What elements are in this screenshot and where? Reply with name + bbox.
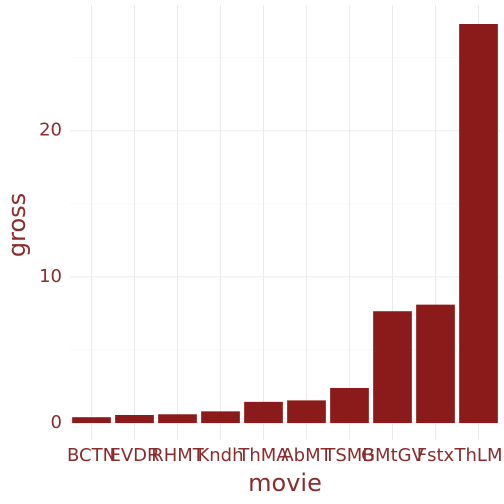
x-tick-label: Kndh xyxy=(197,445,243,466)
x-tick-label: BCTN xyxy=(67,445,116,466)
x-tick-label: Fstx xyxy=(417,445,455,466)
y-tick-label: 0 xyxy=(51,412,62,433)
x-axis-title: movie xyxy=(248,469,322,497)
bar xyxy=(158,414,197,424)
bar xyxy=(459,24,498,424)
bar xyxy=(330,387,369,424)
x-tick-label: EVDR xyxy=(109,445,159,466)
x-tick-label: RHMT xyxy=(151,445,205,466)
bar xyxy=(416,304,455,424)
bar xyxy=(287,400,326,424)
x-tick-label: ThLM xyxy=(454,445,503,466)
y-tick-label: 20 xyxy=(39,120,62,141)
bar xyxy=(244,401,283,424)
x-tick-label: TSMB xyxy=(323,445,374,466)
bar xyxy=(72,417,111,424)
y-tick-label: 10 xyxy=(39,266,62,287)
y-axis-title: gross xyxy=(3,193,31,257)
x-tick-label: ThMA xyxy=(237,445,289,466)
x-tick-label: AbMT xyxy=(281,445,332,466)
bar xyxy=(115,415,154,424)
bar xyxy=(373,311,412,424)
x-tick-label: GMtGV xyxy=(361,445,424,466)
bar xyxy=(201,411,240,424)
